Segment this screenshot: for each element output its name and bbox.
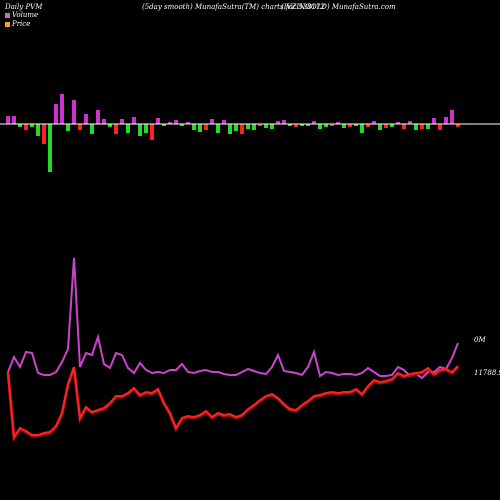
volume-line: [7, 257, 459, 380]
header-right: (IVZINGOLD) MunafaSutra.com: [281, 3, 396, 11]
volume-bar: [222, 120, 226, 124]
volume-bars: [6, 94, 460, 172]
volume-bar: [360, 124, 364, 133]
volume-bar: [234, 124, 238, 131]
volume-bar: [30, 124, 34, 127]
volume-bar: [54, 104, 58, 124]
volume-bar: [186, 122, 190, 124]
volume-bar: [348, 124, 352, 127]
volume-bar: [390, 124, 394, 127]
volume-bar: [12, 116, 16, 124]
volume-bar: [144, 124, 148, 133]
volume-bar: [60, 94, 64, 124]
volume-bar: [114, 124, 118, 134]
volume-bar: [48, 124, 52, 172]
volume-bar: [120, 119, 124, 124]
volume-bar: [372, 121, 376, 124]
legend: Volume Price: [5, 11, 38, 29]
volume-bar: [324, 124, 328, 127]
volume-bar: [420, 124, 424, 129]
volume-bar: [354, 124, 358, 126]
volume-bar: [240, 124, 244, 134]
volume-bar: [330, 124, 334, 126]
legend-swatch-volume: [5, 13, 10, 18]
header-left: Daily PVM: [5, 3, 43, 11]
volume-bar: [276, 121, 280, 124]
volume-bar: [156, 118, 160, 124]
volume-bar: [300, 124, 304, 126]
legend-item-price: Price: [5, 20, 38, 29]
volume-bar: [270, 124, 274, 129]
volume-bar: [258, 124, 262, 126]
volume-bar: [402, 124, 406, 129]
volume-bar: [432, 118, 436, 124]
volume-bar: [450, 110, 454, 124]
volume-bar: [84, 114, 88, 124]
volume-bar: [66, 124, 70, 131]
volume-bar: [426, 124, 430, 129]
volume-bar: [204, 124, 208, 130]
volume-bar: [162, 124, 166, 126]
volume-bar: [90, 124, 94, 134]
volume-bar: [252, 124, 256, 130]
volume-bar: [216, 124, 220, 133]
volume-bar: [192, 124, 196, 130]
volume-bar: [168, 122, 172, 124]
volume-bar: [456, 124, 460, 127]
legend-swatch-price: [5, 22, 10, 27]
volume-bar: [246, 124, 250, 129]
volume-bar: [72, 100, 76, 124]
volume-bar: [366, 124, 370, 127]
volume-bar: [312, 121, 316, 124]
legend-label-volume: Volume: [12, 11, 39, 19]
volume-bar: [264, 124, 268, 128]
price-line: [7, 365, 459, 440]
volume-bar: [174, 120, 178, 124]
volume-bar: [102, 119, 106, 124]
volume-bar: [36, 124, 40, 136]
price-volume-lines: [6, 257, 460, 443]
volume-bar: [294, 124, 298, 127]
volume-bar: [318, 124, 322, 129]
volume-bar: [282, 120, 286, 124]
volume-bar: [96, 110, 100, 124]
volume-bar: [336, 122, 340, 124]
volume-bar: [378, 124, 382, 130]
volume-bar: [228, 124, 232, 134]
volume-bar: [150, 124, 154, 140]
volume-bar: [24, 124, 28, 130]
volume-bar: [6, 116, 10, 124]
volume-bar: [414, 124, 418, 130]
header-center: (5day smooth) MunafaSutra(TM) charts for…: [142, 3, 325, 11]
volume-bar: [138, 124, 142, 136]
volume-bar: [180, 124, 184, 126]
volume-bar: [198, 124, 202, 132]
volume-bar: [42, 124, 46, 144]
annotation-price: 11788.99: [474, 369, 500, 377]
legend-item-volume: Volume: [5, 11, 38, 20]
volume-bar: [288, 124, 292, 126]
volume-bar: [210, 119, 214, 124]
volume-bar: [108, 124, 112, 127]
volume-bar: [408, 121, 412, 124]
annotation-volume: 0M: [474, 336, 486, 344]
volume-bar: [396, 122, 400, 124]
volume-bar: [384, 124, 388, 128]
volume-bar: [132, 117, 136, 124]
volume-bar: [342, 124, 346, 128]
legend-label-price: Price: [12, 20, 31, 28]
volume-bar: [444, 117, 448, 124]
volume-bar: [78, 124, 82, 130]
volume-bar: [126, 124, 130, 133]
volume-bar: [306, 124, 310, 126]
volume-bar: [438, 124, 442, 130]
volume-bar: [18, 124, 22, 127]
